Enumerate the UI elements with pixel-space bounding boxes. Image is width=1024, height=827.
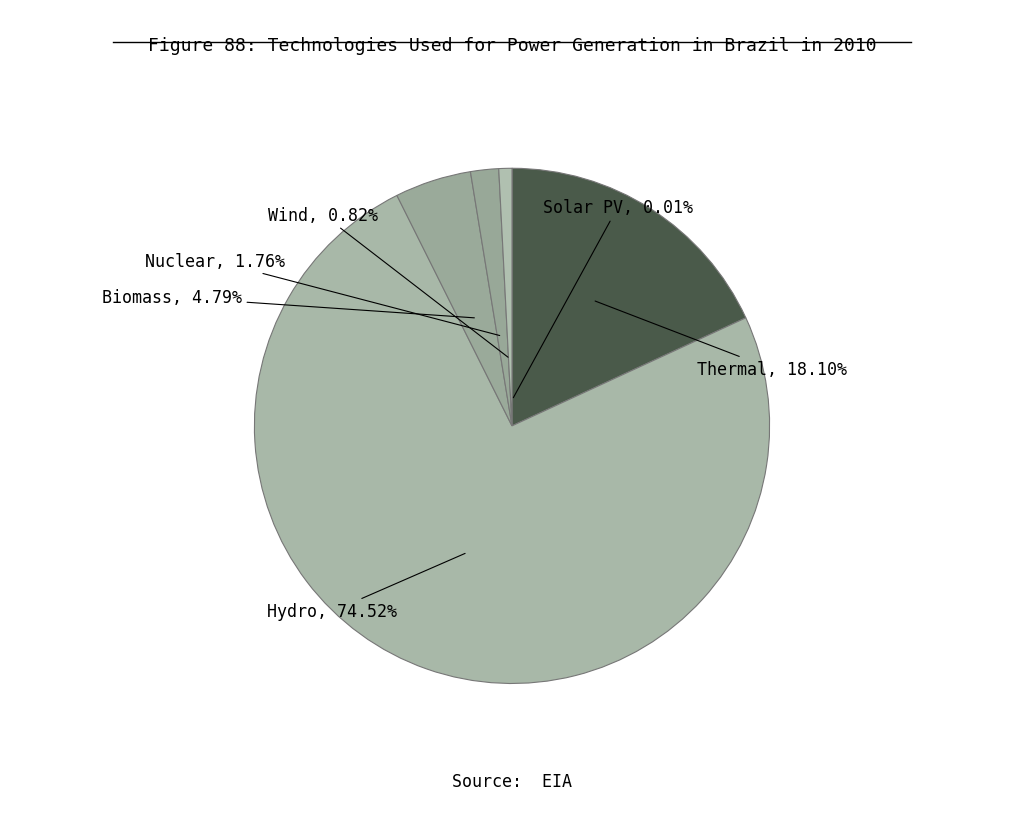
Wedge shape — [397, 173, 512, 427]
Text: Thermal, 18.10%: Thermal, 18.10% — [595, 302, 848, 379]
Wedge shape — [470, 170, 512, 427]
Wedge shape — [254, 196, 770, 684]
Text: Solar PV, 0.01%: Solar PV, 0.01% — [513, 198, 693, 399]
Text: Hydro, 74.52%: Hydro, 74.52% — [267, 554, 465, 620]
Text: Biomass, 4.79%: Biomass, 4.79% — [101, 289, 474, 318]
Text: Wind, 0.82%: Wind, 0.82% — [268, 207, 508, 358]
Text: Figure 88: Technologies Used for Power Generation in Brazil in 2010: Figure 88: Technologies Used for Power G… — [147, 37, 877, 55]
Text: Source:  EIA: Source: EIA — [452, 772, 572, 790]
Text: Nuclear, 1.76%: Nuclear, 1.76% — [145, 253, 500, 336]
Wedge shape — [512, 169, 745, 427]
Wedge shape — [499, 169, 512, 427]
